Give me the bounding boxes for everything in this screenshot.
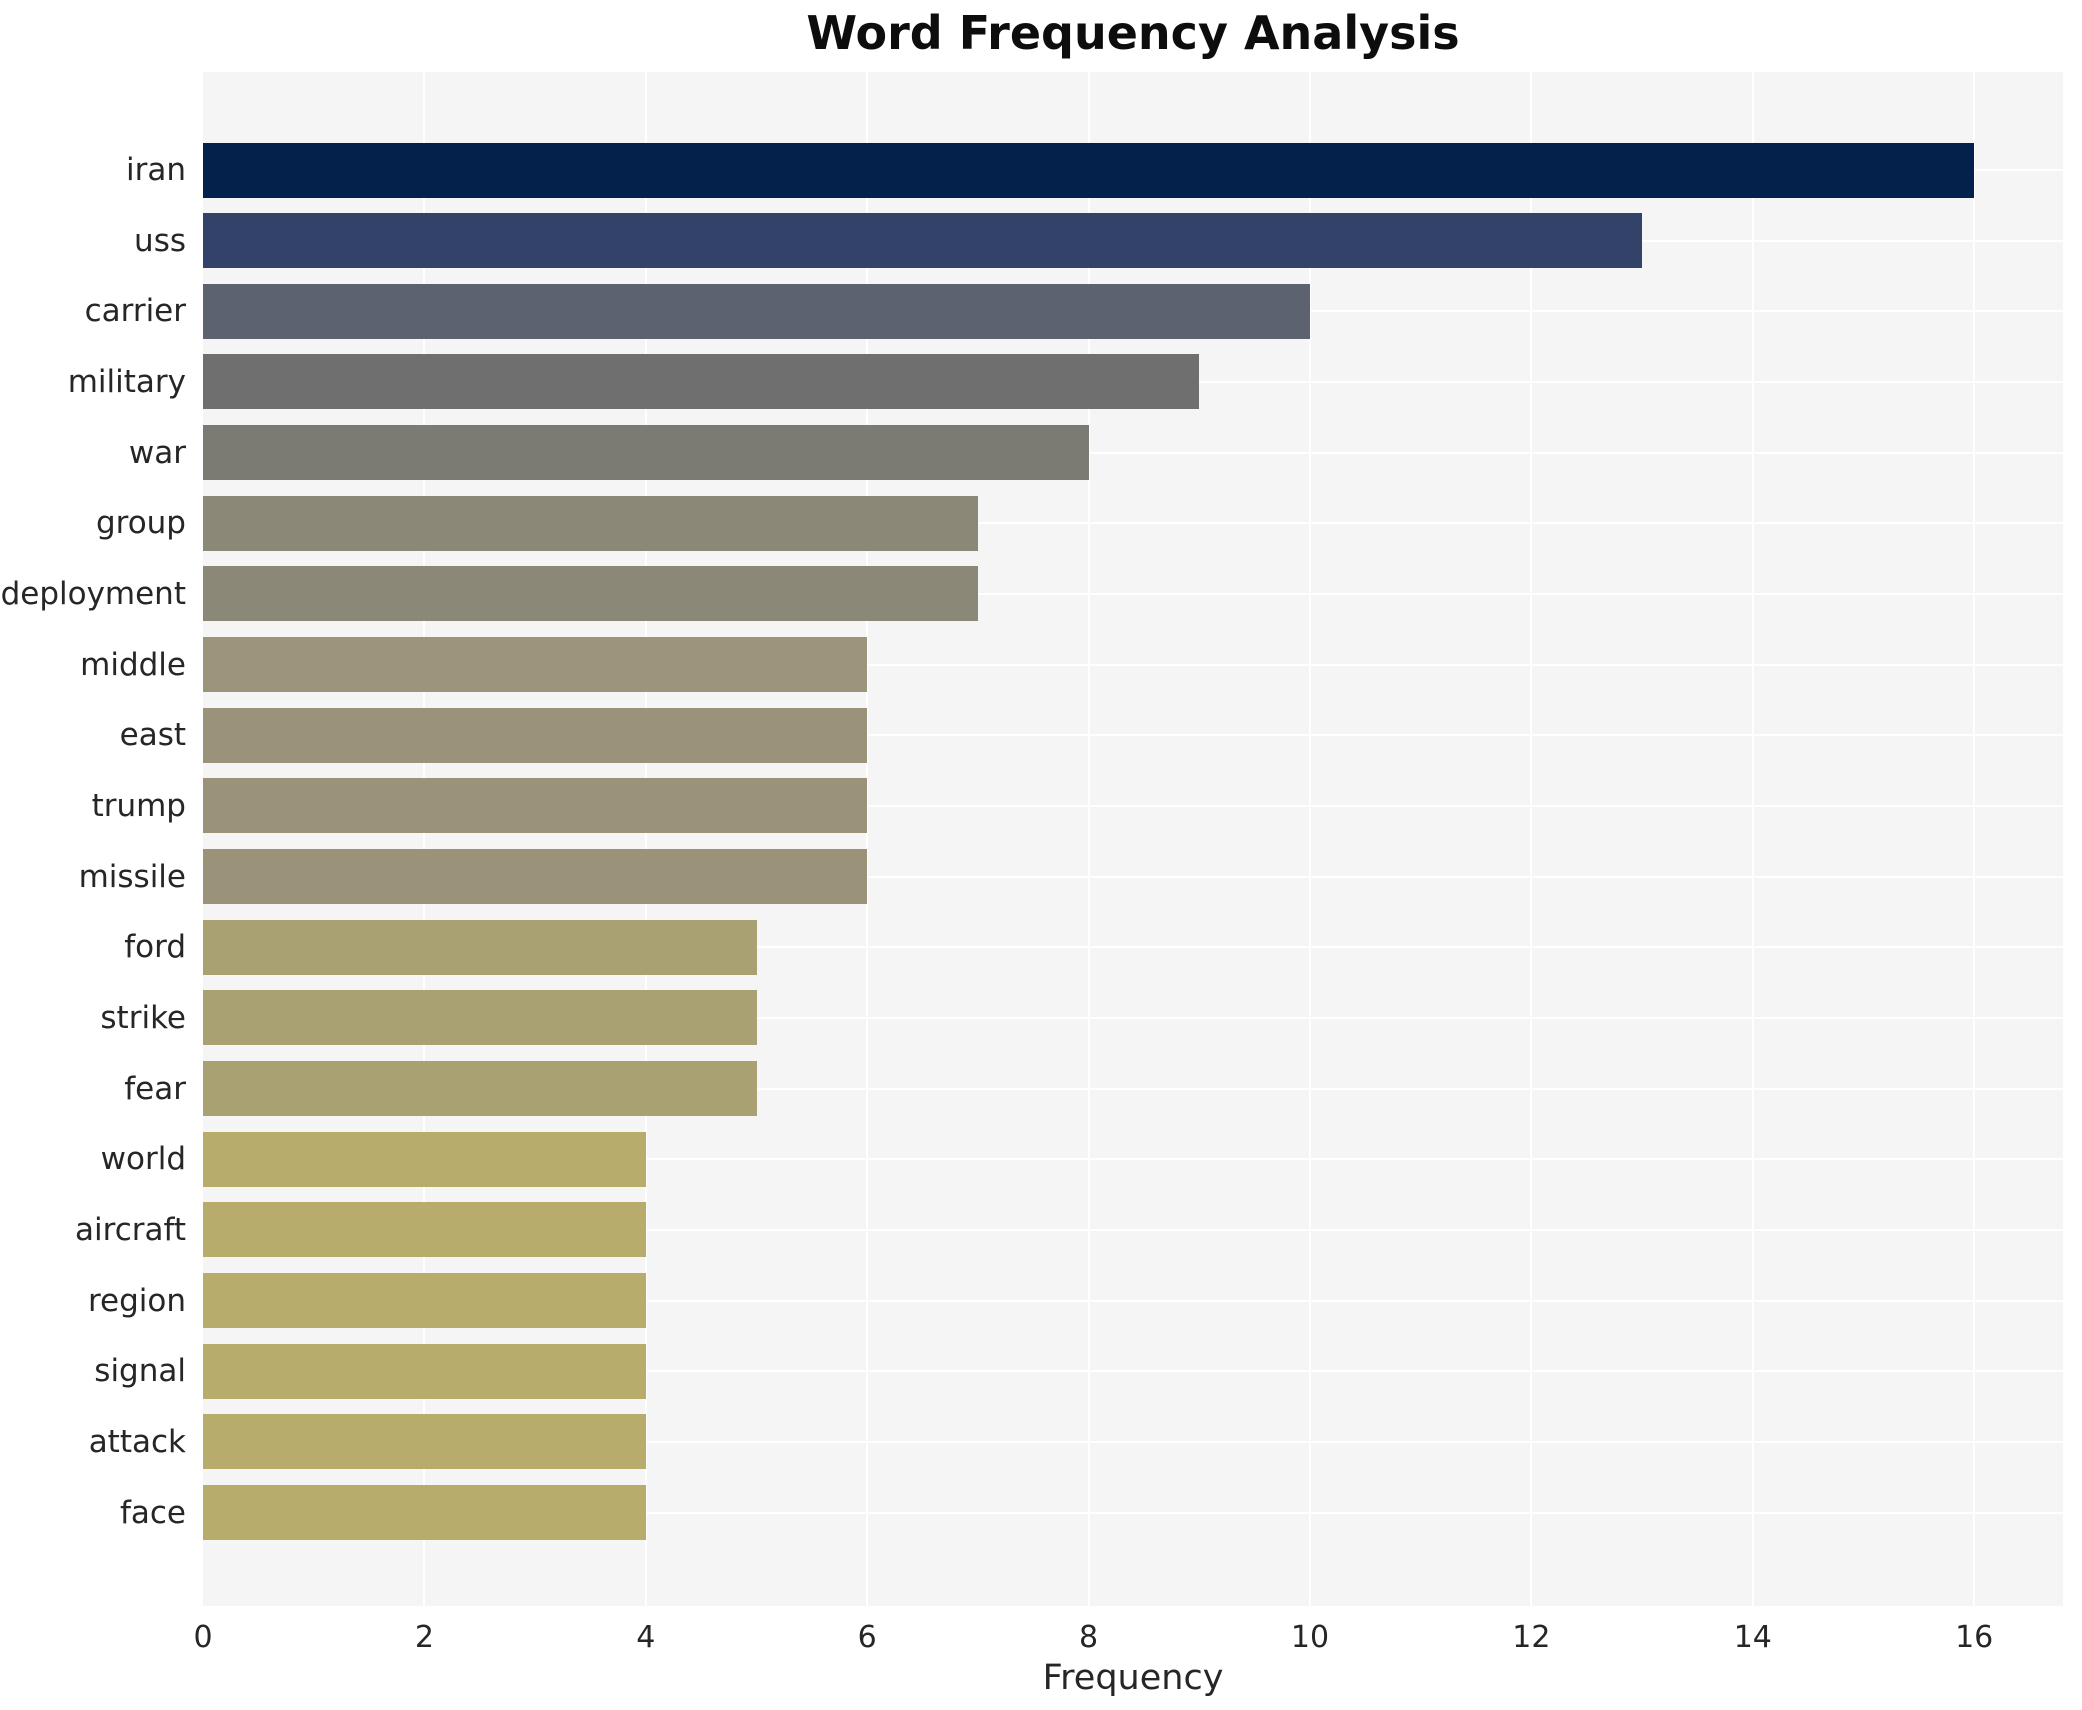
y-tick-label: strike <box>100 999 186 1036</box>
y-gridline <box>203 592 2063 595</box>
y-tick-label: world <box>100 1141 186 1178</box>
y-tick-label: missile <box>78 858 186 895</box>
bar <box>203 919 757 975</box>
y-gridline <box>203 522 2063 525</box>
x-gridline <box>1087 72 1090 1606</box>
y-tick-label: uss <box>134 222 186 259</box>
y-tick-label: signal <box>94 1353 186 1390</box>
y-gridline <box>203 875 2063 878</box>
y-gridline <box>203 1087 2063 1090</box>
x-tick-label: 10 <box>1290 1620 1330 1655</box>
y-gridline <box>203 663 2063 666</box>
bar <box>203 637 868 693</box>
y-tick-label: middle <box>80 646 186 683</box>
bar <box>203 354 1200 410</box>
y-tick-label: aircraft <box>75 1211 186 1248</box>
y-gridline <box>203 734 2063 737</box>
y-tick-label: fear <box>124 1070 186 1107</box>
bar <box>203 1131 646 1187</box>
x-tick-label: 8 <box>1079 1620 1099 1655</box>
bar <box>203 990 757 1046</box>
x-gridline <box>1530 72 1533 1606</box>
y-gridline <box>203 1158 2063 1161</box>
y-gridline <box>203 1299 2063 1302</box>
bar <box>203 142 1975 198</box>
bar <box>203 495 978 551</box>
bar <box>203 778 868 834</box>
y-gridline <box>203 1511 2063 1514</box>
y-gridline <box>203 1228 2063 1231</box>
y-tick-label: group <box>95 505 186 542</box>
y-tick-label: military <box>67 363 186 400</box>
x-tick-label: 2 <box>414 1620 434 1655</box>
x-tick-label: 6 <box>857 1620 877 1655</box>
x-tick-label: 16 <box>1955 1620 1994 1655</box>
y-gridline <box>203 1370 2063 1373</box>
y-gridline <box>203 1016 2063 1019</box>
bar <box>203 425 1089 481</box>
bar <box>203 1061 757 1117</box>
bar <box>203 213 1643 269</box>
x-gridline <box>1751 72 1754 1606</box>
y-tick-label: trump <box>91 787 186 824</box>
x-gridline <box>423 72 426 1606</box>
bar <box>203 849 868 905</box>
x-tick-label: 0 <box>193 1620 213 1655</box>
x-axis-label: Frequency <box>1042 1658 1224 1698</box>
y-tick-label: face <box>119 1494 186 1531</box>
x-tick-label: 12 <box>1512 1620 1551 1655</box>
y-gridline <box>203 451 2063 454</box>
bar <box>203 1485 646 1541</box>
y-tick-label: iran <box>125 152 186 188</box>
bar <box>203 1414 646 1470</box>
chart-title: Word Frequency Analysis <box>806 6 1460 60</box>
y-gridline <box>203 1440 2063 1443</box>
y-tick-label: east <box>119 717 186 754</box>
bar <box>203 566 978 622</box>
y-tick-label: attack <box>88 1423 186 1460</box>
y-tick-label: ford <box>124 929 186 966</box>
y-tick-label: region <box>87 1282 186 1319</box>
x-tick-label: 4 <box>636 1620 656 1655</box>
y-gridline <box>203 804 2063 807</box>
y-tick-label: carrier <box>84 293 186 330</box>
bar <box>203 283 1310 339</box>
x-gridline <box>644 72 647 1606</box>
bar <box>203 707 868 763</box>
y-tick-label: war <box>128 434 186 471</box>
bar <box>203 1343 646 1399</box>
y-gridline <box>203 946 2063 949</box>
bar <box>203 1202 646 1258</box>
x-gridline <box>1309 72 1311 1606</box>
y-tick-label: deployment <box>0 575 186 612</box>
x-tick-label: 14 <box>1733 1620 1772 1655</box>
bar <box>203 1273 646 1329</box>
plot-area <box>203 72 2063 1606</box>
x-gridline <box>866 72 869 1606</box>
x-gridline <box>1973 72 1976 1606</box>
